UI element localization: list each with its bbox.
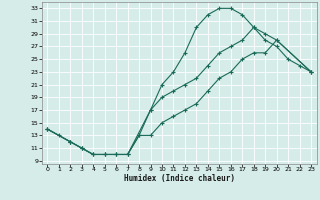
X-axis label: Humidex (Indice chaleur): Humidex (Indice chaleur) <box>124 174 235 183</box>
